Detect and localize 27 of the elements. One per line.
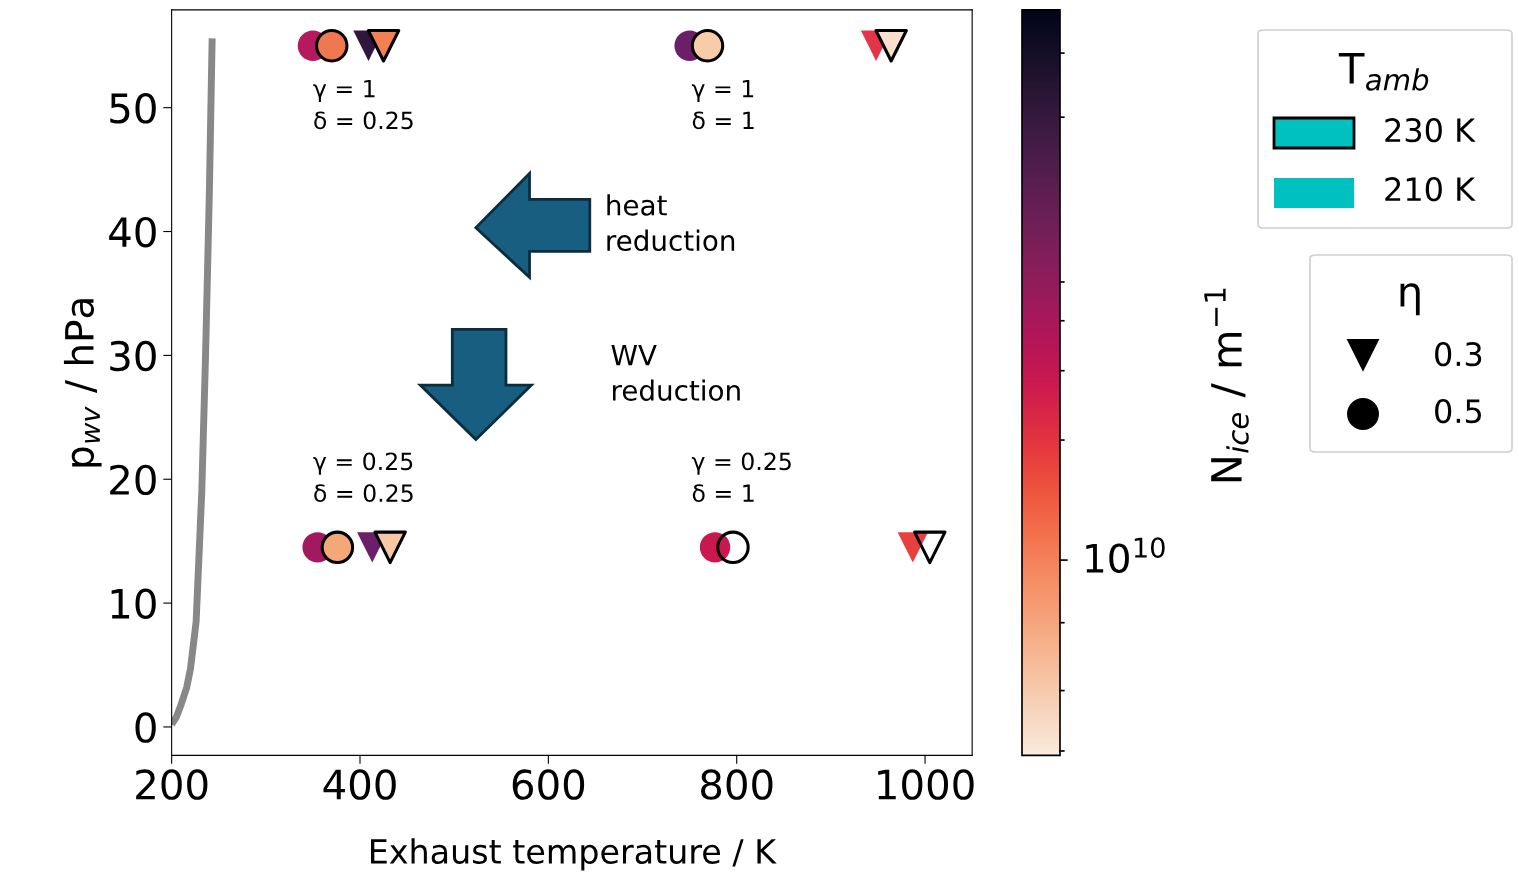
text: η <box>1400 283 1420 316</box>
color-bar-title: N$_{ice}$ / m$^{−1}$ <box>1204 288 1249 482</box>
y-tick-label: 10 <box>111 588 156 619</box>
x-tick-label: 400 <box>323 769 396 800</box>
annotation: γ = 1 δ = 0.25 <box>313 79 413 130</box>
annotation: WV reduction <box>611 344 740 401</box>
text: 0.5 <box>1435 399 1482 424</box>
x-tick-label: 800 <box>701 769 773 800</box>
x-tick-label: 600 <box>512 769 585 800</box>
text: 230 K <box>1385 118 1476 143</box>
annotation: γ = 0.25 δ = 0.25 <box>313 452 413 503</box>
y-axis-title: p$_{wv}$ / hPa <box>63 299 102 467</box>
text: 210 K <box>1385 177 1476 202</box>
annotation: γ = 1 δ = 1 <box>691 79 754 130</box>
text: T$_{amb}$ <box>1338 53 1429 91</box>
annotation: γ = 0.25 δ = 1 <box>691 452 791 503</box>
y-tick-label: 0 <box>135 712 156 743</box>
x-tick-label: 1000 <box>878 769 974 800</box>
y-tick-label: 50 <box>110 93 156 124</box>
y-tick-label: 20 <box>110 464 156 496</box>
x-axis-title: Exhaust temperature / K <box>371 838 777 871</box>
y-tick-label: 30 <box>110 340 156 372</box>
x-tick-label: 200 <box>136 769 208 800</box>
text: 10$^{10}$ <box>1086 537 1165 573</box>
annotation: heat reduction <box>607 194 735 252</box>
text: 0.3 <box>1435 342 1482 367</box>
y-tick-label: 40 <box>109 216 156 248</box>
